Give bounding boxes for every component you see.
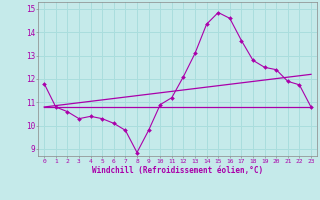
X-axis label: Windchill (Refroidissement éolien,°C): Windchill (Refroidissement éolien,°C): [92, 166, 263, 175]
